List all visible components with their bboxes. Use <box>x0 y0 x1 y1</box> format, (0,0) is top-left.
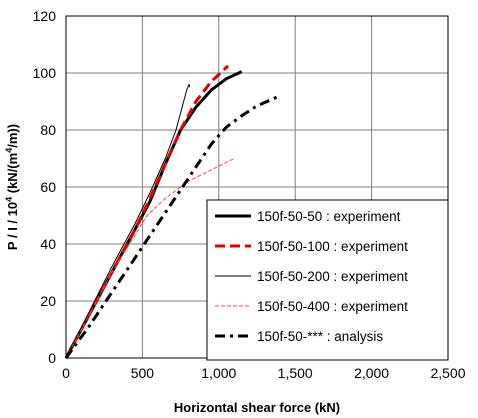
y-tick-label: 80 <box>40 122 56 138</box>
y-axis-title-prefix: P / I / 10 <box>5 202 20 250</box>
y-tick-label: 100 <box>33 65 57 81</box>
x-tick-label: 1,000 <box>201 365 236 381</box>
y-axis-title-prefix-sup: 4 <box>4 197 14 202</box>
legend: 150f-50-50 : experiment 150f-50-100 : exp… <box>206 199 449 361</box>
series-line-2 <box>64 64 230 359</box>
x-tick-label: 2,000 <box>354 365 389 381</box>
y-axis-title-unit-post: /m)) <box>5 124 20 148</box>
legend-box <box>206 199 449 361</box>
y-tick-label: 0 <box>48 350 56 366</box>
series-line-4 <box>65 158 235 359</box>
y-tick-label: 60 <box>40 179 56 195</box>
series-line-5 <box>64 94 281 359</box>
legend-label-2: 150f-50-100 : experiment <box>257 239 408 254</box>
series-line-3 <box>65 83 191 359</box>
x-axis-title: Horizontal shear force (kN) <box>174 400 340 415</box>
tick-labels: 0 500 1,000 1,500 2,000 2,500 0 20 40 60 80 100 120 <box>33 8 466 381</box>
legend-label-3: 150f-50-200 : experiment <box>257 269 408 284</box>
y-tick-label: 120 <box>33 8 57 24</box>
series-lines <box>64 64 281 359</box>
legend-label-1: 150f-50-50 : experiment <box>257 209 401 224</box>
y-axis-title: P / I / 104 (kN/(m4/m)) <box>4 124 20 250</box>
x-tick-label: 2,500 <box>430 365 465 381</box>
y-tick-label: 40 <box>40 236 56 252</box>
legend-label-5: 150f-50-*** : analysis <box>257 329 383 344</box>
y-axis-title-unit-sup: 4 <box>4 148 14 153</box>
legend-label-4: 150f-50-400 : experiment <box>257 299 408 314</box>
x-tick-label: 1,500 <box>278 365 313 381</box>
y-axis-title-unit-pre: (kN/(m <box>5 153 20 197</box>
x-tick-label: 0 <box>62 365 70 381</box>
y-tick-label: 20 <box>40 293 56 309</box>
x-tick-label: 500 <box>131 365 155 381</box>
